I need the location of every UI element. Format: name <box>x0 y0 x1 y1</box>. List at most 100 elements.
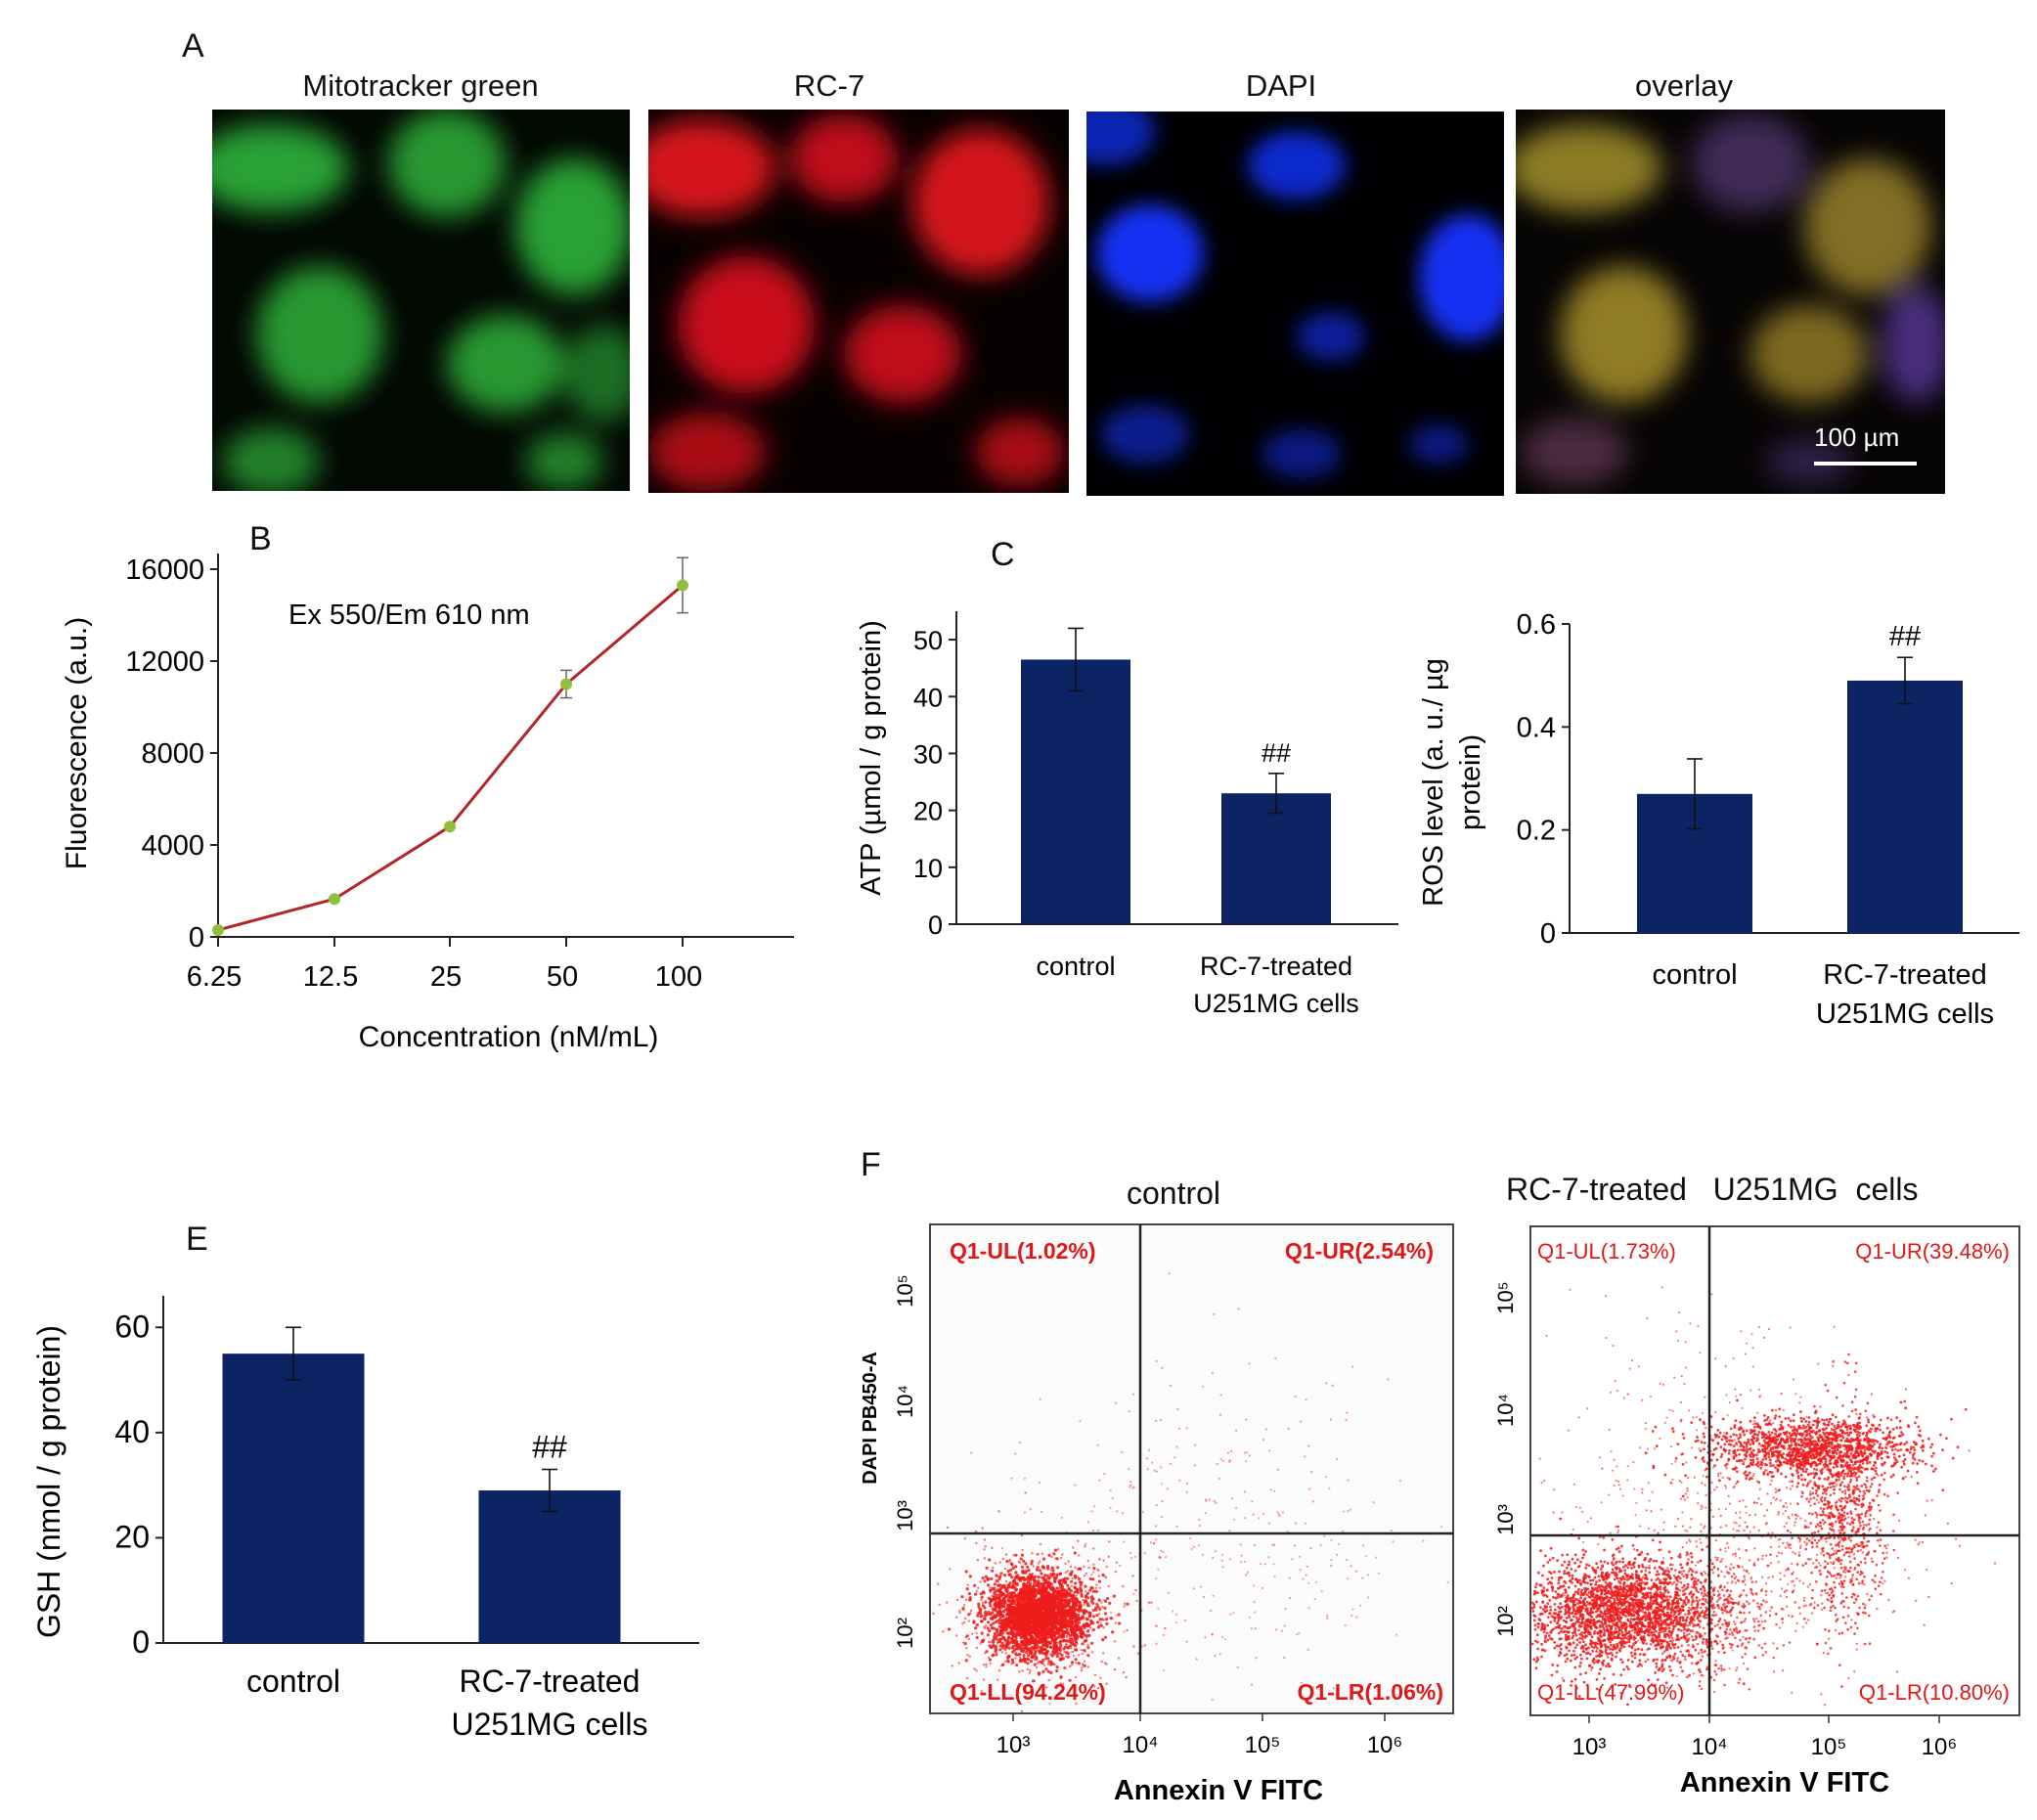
flow-control-event <box>1080 1580 1084 1584</box>
flow-control-event <box>967 1620 970 1622</box>
flow-treated-event <box>1700 1648 1704 1652</box>
flow-treated-event <box>1543 1649 1547 1653</box>
flow-control-event <box>1013 1594 1018 1598</box>
flow-control-event <box>1117 1613 1121 1617</box>
flow-control-q-ur: Q1-UR(2.54%) <box>1285 1238 1434 1264</box>
flow-treated-event <box>1590 1645 1594 1649</box>
flow-control-event <box>1346 1558 1349 1562</box>
flow-control-event <box>1323 1534 1326 1537</box>
flow-control-event <box>1072 1594 1076 1599</box>
flow-control-event <box>1088 1588 1092 1592</box>
flow-control-event <box>1025 1624 1029 1628</box>
flow-control-event <box>952 1685 955 1688</box>
flow-control-event <box>1197 1544 1200 1547</box>
flow-treated-event <box>1647 1586 1651 1590</box>
flow-control-event <box>949 1568 952 1571</box>
flow-control-event <box>1020 1565 1024 1569</box>
flow-treated-event <box>1530 1642 1534 1646</box>
flow-treated-event <box>1579 1596 1582 1600</box>
flow-treated-event <box>1556 1664 1560 1667</box>
flow-control-event <box>1158 1555 1161 1559</box>
flow-control-event <box>997 1669 1001 1672</box>
flow-control-event <box>1061 1626 1064 1629</box>
flow-treated-event <box>1533 1589 1536 1593</box>
flow-control-event <box>1155 1359 1158 1362</box>
flow-control-event <box>1064 1594 1068 1597</box>
flow-control-event <box>1013 1618 1016 1620</box>
flow-control-event <box>1024 1616 1027 1619</box>
chart-b-point <box>560 678 572 690</box>
flow-control-event <box>1111 1617 1114 1620</box>
flow-treated-event <box>1762 1626 1765 1630</box>
flow-treated-event <box>1570 1654 1573 1658</box>
chart-e-ytick-label: 0 <box>132 1624 150 1660</box>
flow-control-event <box>975 1589 978 1593</box>
flow-control-event <box>1056 1586 1059 1590</box>
flow-control-event <box>960 1595 964 1599</box>
flow-treated-event <box>1696 1616 1700 1619</box>
flow-control-event <box>965 1587 969 1591</box>
flow-control-q-lr: Q1-LR(1.06%) <box>1297 1679 1443 1705</box>
flow-control-event <box>1066 1583 1070 1587</box>
flow-control-event <box>1020 1661 1024 1664</box>
flow-treated-event <box>1611 1554 1615 1558</box>
flow-control-event <box>1223 1638 1226 1641</box>
flow-control-event <box>1298 1632 1301 1635</box>
flow-control-event <box>1031 1606 1035 1610</box>
flow-control-event <box>1003 1603 1006 1606</box>
flow-treated-event <box>1598 1672 1601 1675</box>
flow-treated-event <box>1606 1604 1610 1607</box>
flow-control-event <box>1260 1563 1262 1566</box>
flow-control-event <box>1148 1448 1151 1451</box>
flow-control-event <box>975 1635 979 1640</box>
flow-control-event <box>1091 1628 1095 1632</box>
flow-control-event <box>1304 1522 1306 1525</box>
flow-control-event <box>1010 1477 1013 1480</box>
flow-control-event <box>1034 1612 1038 1616</box>
flow-control-event <box>1040 1616 1043 1620</box>
flow-treated-event <box>1621 1557 1624 1561</box>
flow-control-event <box>1053 1647 1057 1650</box>
flow-control-event <box>1029 1631 1033 1635</box>
flow-control-event <box>1046 1657 1050 1661</box>
flow-control-event <box>1075 1675 1078 1679</box>
flow-control-event <box>1074 1597 1078 1601</box>
flow-treated-event <box>1592 1661 1596 1665</box>
flow-control-event <box>1002 1635 1006 1640</box>
flow-control-event <box>1274 1356 1277 1359</box>
flow-control-event <box>1004 1589 1007 1592</box>
flow-control-event <box>1298 1555 1301 1558</box>
flow-control-event <box>1001 1557 1004 1561</box>
flow-control-event <box>1103 1635 1107 1639</box>
flow-control-event <box>1103 1575 1106 1577</box>
flow-treated-event <box>1568 1563 1571 1567</box>
flow-control-event <box>1004 1553 1008 1556</box>
flow-control-event <box>1020 1589 1024 1592</box>
flow-control-event <box>1060 1621 1063 1625</box>
flow-control-event <box>1372 1501 1375 1504</box>
flow-control-event <box>1018 1610 1021 1613</box>
flow-control-event <box>1253 1584 1256 1587</box>
flow-treated-event <box>1609 1647 1612 1651</box>
flow-control-event <box>1049 1581 1053 1584</box>
flow-control-event <box>1050 1603 1053 1606</box>
flow-control-event <box>1047 1553 1051 1557</box>
flow-control-event <box>1052 1615 1056 1619</box>
flow-treated-event <box>1766 1564 1770 1568</box>
flow-control-event <box>1098 1586 1101 1589</box>
chart-b-point <box>444 821 456 833</box>
flow-treated-event <box>1577 1623 1581 1627</box>
flow-control-event <box>1036 1566 1040 1570</box>
flow-treated-event <box>1695 1662 1698 1665</box>
flow-treated-event <box>1542 1564 1545 1568</box>
flow-control-event <box>1025 1657 1029 1661</box>
flow-control-event <box>1211 1633 1214 1636</box>
flow-control-event <box>1035 1627 1039 1631</box>
flow-control-event <box>1079 1589 1084 1593</box>
flow-control-event <box>986 1633 990 1637</box>
flow-treated-event <box>1537 1622 1540 1625</box>
flow-control-event <box>1240 1554 1243 1557</box>
flow-control-event <box>981 1604 986 1608</box>
flow-control-event <box>1015 1621 1019 1624</box>
flow-treated-event <box>1634 1598 1637 1602</box>
